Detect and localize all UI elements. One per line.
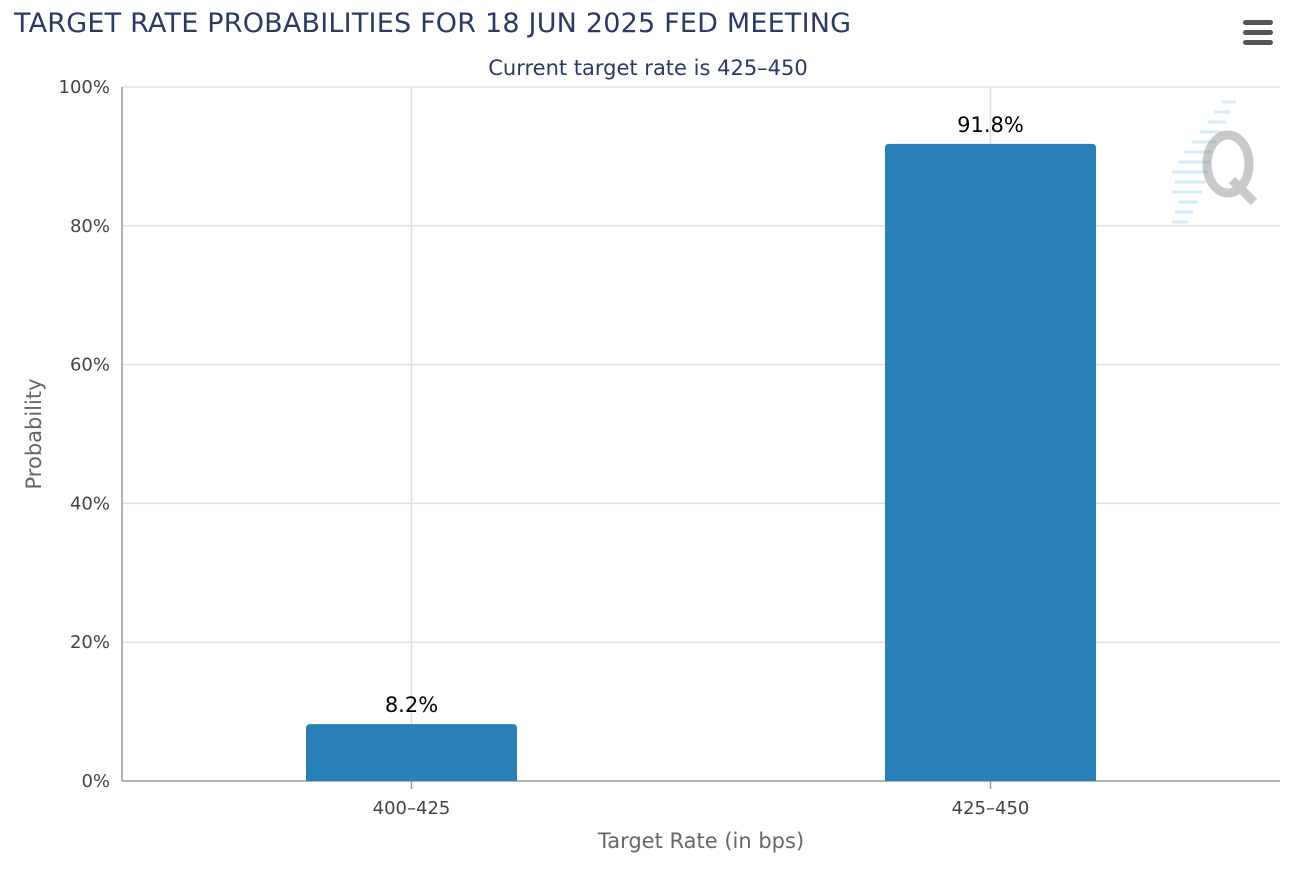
x-axis-title: Target Rate (in bps) <box>597 829 804 853</box>
labels: 0% 20% 40% 60% 80% 100% 400–425 425–450 8.2% 91.8… <box>22 77 1029 853</box>
y-tick-label: 100% <box>59 77 110 98</box>
chart-title: TARGET RATE PROBABILITIES FOR 18 JUN 202… <box>14 8 852 39</box>
data-label: 91.8% <box>957 113 1024 137</box>
y-tick-label: 20% <box>70 632 110 653</box>
bar-1 <box>306 724 517 781</box>
bar-2 <box>885 143 1096 781</box>
menu-line <box>1243 30 1273 35</box>
axes <box>121 87 1280 789</box>
y-tick-label: 40% <box>70 493 110 514</box>
menu-line <box>1243 20 1273 25</box>
menu-line <box>1243 40 1273 45</box>
x-tick-label: 400–425 <box>373 798 451 819</box>
hamburger-menu-icon[interactable] <box>1238 16 1278 50</box>
q-logo-icon <box>1172 100 1258 224</box>
bars <box>306 143 1096 781</box>
y-tick-label: 60% <box>70 355 110 376</box>
x-tick-label: 425–450 <box>952 798 1030 819</box>
y-tick-label: 80% <box>70 216 110 237</box>
data-label: 8.2% <box>385 693 438 717</box>
y-axis-title: Probability <box>22 378 46 489</box>
chart-subtitle: Current target rate is 425–450 <box>488 56 808 80</box>
y-tick-label: 0% <box>81 771 110 792</box>
grid-lines <box>122 86 1280 781</box>
